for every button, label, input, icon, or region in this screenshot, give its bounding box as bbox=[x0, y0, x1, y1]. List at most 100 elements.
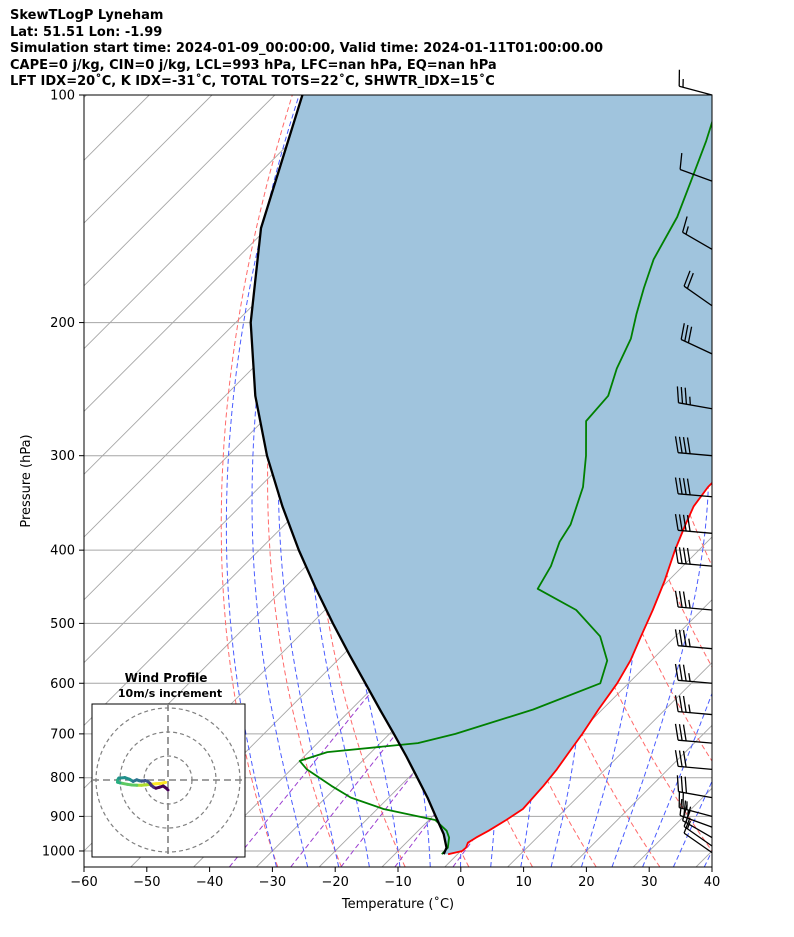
wind-barb bbox=[676, 775, 713, 799]
wind-barb-shaft bbox=[678, 765, 713, 771]
isotherm-line bbox=[84, 95, 338, 350]
x-tick-label: 30 bbox=[641, 875, 658, 890]
wind-barb-feather bbox=[674, 546, 679, 564]
y-tick-label: 300 bbox=[50, 449, 75, 464]
dry-adiabat bbox=[267, 95, 342, 867]
hodograph-segment bbox=[165, 787, 170, 792]
wind-barb-feather bbox=[686, 478, 691, 496]
wind-barb-shaft bbox=[678, 710, 713, 716]
wind-barb-feather bbox=[679, 799, 683, 816]
x-tick-label: −60 bbox=[70, 875, 97, 890]
wind-barb-feather bbox=[682, 478, 687, 495]
parcel-profile-line bbox=[249, 95, 448, 855]
wind-barb bbox=[674, 695, 713, 716]
y-tick-label: 400 bbox=[50, 544, 75, 559]
x-tick-label: −30 bbox=[259, 875, 286, 890]
wind-barb-feather bbox=[679, 153, 683, 170]
dry-adiabat bbox=[715, 95, 794, 867]
wind-barb bbox=[674, 436, 713, 457]
mixing-ratio-line bbox=[340, 682, 485, 867]
wind-barb-feather bbox=[674, 436, 679, 453]
x-tick-label: 0 bbox=[457, 875, 465, 890]
wind-barb-feather bbox=[682, 591, 687, 608]
wind-barb-feather bbox=[682, 724, 687, 742]
wind-barb-feather bbox=[682, 436, 687, 454]
cape-fill-area bbox=[250, 95, 712, 855]
wind-barb bbox=[674, 750, 713, 771]
moist-adiabat bbox=[703, 849, 712, 867]
wind-barb-feather bbox=[682, 629, 687, 647]
wind-barb-feather bbox=[678, 750, 683, 767]
chart-title-block: SkewTLogP Lyneham Lat: 51.51 Lon: -1.99 … bbox=[10, 8, 603, 91]
x-tick-label: 40 bbox=[704, 875, 721, 890]
y-tick-label: 1000 bbox=[42, 844, 75, 859]
wind-barb-feather bbox=[683, 817, 691, 834]
isotherm-line bbox=[84, 95, 276, 287]
moist-adiabat bbox=[225, 95, 300, 867]
wind-barb-feather bbox=[686, 437, 691, 454]
wind-barb-feather bbox=[682, 695, 687, 713]
wind-barb-feather bbox=[676, 386, 680, 403]
x-tick-label: −50 bbox=[133, 875, 160, 890]
wind-barb-shaft bbox=[679, 814, 713, 828]
wind-barb bbox=[679, 153, 713, 182]
hodograph-subtitle: 10m/s increment bbox=[118, 687, 222, 700]
wind-barb-feather bbox=[678, 547, 683, 564]
wind-barb-shaft bbox=[683, 285, 713, 307]
moist-adiabat bbox=[672, 780, 712, 867]
wind-barb-half-feather bbox=[685, 226, 689, 235]
wind-barb bbox=[676, 386, 713, 410]
hodograph-inset: Wind Profile 10m/s increment bbox=[91, 671, 246, 858]
x-tick-label: −40 bbox=[196, 875, 223, 890]
wind-barb bbox=[680, 323, 713, 355]
wind-barb-feather bbox=[678, 664, 683, 681]
y-tick-label: 600 bbox=[50, 677, 75, 692]
wind-barb-feather bbox=[681, 804, 688, 821]
wind-barb-shaft bbox=[682, 231, 713, 250]
wind-barb-shaft bbox=[678, 402, 713, 410]
isotherm-line bbox=[507, 661, 712, 867]
wind-barb bbox=[674, 663, 713, 684]
wind-barb bbox=[683, 817, 713, 854]
wind-barb-feather bbox=[683, 270, 691, 287]
wind-barb-shaft bbox=[678, 606, 713, 611]
wind-barb-shaft bbox=[678, 791, 713, 799]
wind-barb bbox=[678, 69, 713, 96]
wind-barb-shaft bbox=[678, 679, 713, 684]
wind-barb-feather bbox=[674, 750, 679, 767]
wind-barb bbox=[674, 477, 713, 498]
wind-barb-feather bbox=[684, 776, 688, 794]
x-tick-label: 20 bbox=[578, 875, 595, 890]
wind-barb-shaft bbox=[680, 338, 713, 355]
wind-barb-feather bbox=[678, 514, 683, 531]
wind-barb-feather bbox=[678, 477, 683, 495]
wind-barb-feather bbox=[683, 810, 691, 827]
wind-barb-feather bbox=[674, 723, 679, 741]
wind-barb-feather bbox=[684, 387, 688, 405]
x-tick-label: −10 bbox=[384, 875, 411, 890]
wind-barb-feather bbox=[687, 326, 693, 344]
wind-barb-feather bbox=[682, 514, 687, 532]
wind-barb-shaft bbox=[678, 645, 713, 650]
wind-barb-feather bbox=[674, 513, 679, 531]
dry-adiabat bbox=[220, 95, 293, 867]
hodograph-title: Wind Profile bbox=[125, 671, 208, 685]
wind-barb-shaft bbox=[678, 739, 713, 744]
wind-barb-shaft bbox=[679, 85, 713, 96]
wind-barb bbox=[674, 629, 713, 650]
x-tick-label: 10 bbox=[515, 875, 532, 890]
wind-barb-half-feather bbox=[686, 820, 692, 830]
wind-barb-feather bbox=[686, 272, 694, 289]
wind-barb-feather bbox=[674, 590, 679, 608]
wind-barb bbox=[681, 216, 713, 250]
wind-barb bbox=[683, 270, 713, 307]
y-tick-label: 900 bbox=[50, 810, 75, 825]
y-tick-label: 200 bbox=[50, 316, 75, 331]
wind-barb-half-feather bbox=[688, 704, 691, 713]
wind-barb-shaft bbox=[678, 493, 713, 498]
wind-barb-half-feather bbox=[688, 673, 691, 682]
wind-barb-feather bbox=[678, 436, 683, 454]
chart-location: Lat: 51.51 Lon: -1.99 bbox=[10, 24, 163, 40]
chart-params: CAPE=0 j/kg, CIN=0 j/kg, LCL=993 hPa, LF… bbox=[10, 57, 497, 73]
